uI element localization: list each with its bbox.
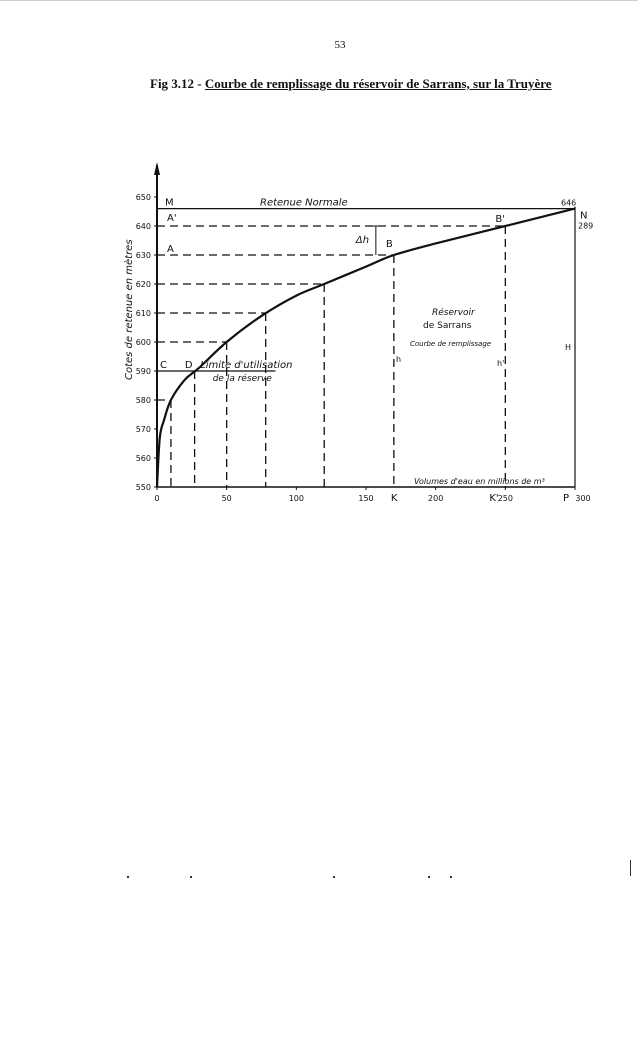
point-label-K: K bbox=[391, 493, 398, 504]
filling-curve-series bbox=[155, 207, 576, 488]
scan-mark bbox=[333, 876, 335, 878]
curve-data-point bbox=[574, 208, 576, 210]
point-label-K-prime: K' bbox=[489, 493, 498, 504]
y-tick-label: 560 bbox=[136, 454, 151, 463]
tick-labels: 550 560 570 580 590 600 610 620 630 640 650 0 50 100 1… bbox=[136, 193, 591, 503]
x-axis-title: Volumes d'eau en millions de m³ bbox=[414, 477, 545, 486]
filling-curve-line bbox=[155, 207, 576, 488]
x-tick-label: 300 bbox=[575, 494, 590, 503]
y-tick-label: 650 bbox=[136, 193, 151, 202]
curve-data-point bbox=[198, 367, 200, 369]
point-label-h: h bbox=[396, 355, 401, 364]
x-tick-label: 100 bbox=[289, 494, 304, 503]
x-tick-label: 0 bbox=[154, 494, 159, 503]
point-label-B-prime: B' bbox=[495, 214, 505, 225]
x-tick-label: 50 bbox=[222, 494, 232, 503]
page-number: 53 bbox=[334, 39, 346, 51]
curve-data-point bbox=[435, 242, 437, 244]
curve-data-point bbox=[504, 225, 506, 227]
retenue-normale-label: Retenue Normale bbox=[260, 198, 348, 209]
curve-data-point bbox=[323, 283, 325, 285]
point-label-P: P bbox=[563, 493, 569, 504]
y-tick-label: 620 bbox=[136, 280, 151, 289]
point-label-D: D bbox=[185, 360, 193, 371]
scan-mark bbox=[127, 876, 129, 878]
curve-label-line1: Réservoir bbox=[432, 307, 476, 318]
y-tick-label: 570 bbox=[136, 425, 151, 434]
volume-289-label: 289 bbox=[578, 222, 593, 231]
figure-title-prefix: Fig 3.12 - bbox=[150, 76, 205, 91]
point-label-M: M bbox=[165, 198, 174, 209]
y-axis-title: Cotes de retenue en mètres bbox=[123, 239, 135, 380]
point-label-C: C bbox=[160, 360, 167, 371]
curve-data-point bbox=[365, 266, 367, 268]
curve-label-line3: Courbe de remplissage bbox=[410, 340, 491, 348]
scan-mark bbox=[428, 876, 430, 878]
y-axis-arrow bbox=[154, 162, 160, 175]
point-label-h-prime: h' bbox=[497, 359, 504, 368]
level-646-label: 646 bbox=[561, 199, 576, 208]
y-tick-label: 590 bbox=[136, 367, 151, 376]
chart-axes bbox=[154, 162, 576, 490]
point-label-A-prime: A' bbox=[167, 213, 177, 224]
curve-data-point bbox=[393, 254, 395, 256]
curve-data-point bbox=[170, 399, 172, 401]
curve-data-point bbox=[295, 295, 297, 297]
dashed-guides bbox=[157, 225, 506, 487]
y-tick-label: 640 bbox=[136, 222, 151, 231]
x-tick-label: 200 bbox=[428, 494, 443, 503]
point-label-A: A bbox=[167, 244, 174, 255]
curve-data-point bbox=[159, 437, 161, 439]
delta-h-label: Δh bbox=[355, 235, 369, 246]
x-tick-label: 250 bbox=[498, 494, 513, 503]
y-tick-label: 550 bbox=[136, 483, 151, 492]
scan-mark bbox=[190, 876, 192, 878]
y-tick-label: 580 bbox=[136, 396, 151, 405]
y-tick-label: 600 bbox=[136, 338, 151, 347]
curve-data-point bbox=[156, 486, 158, 488]
scan-mark bbox=[630, 860, 631, 876]
scan-mark bbox=[450, 876, 452, 878]
limite-label-line1: Limite d'utilisation bbox=[200, 360, 292, 371]
figure-title-main: Courbe de remplissage du réservoir de Sa… bbox=[204, 76, 552, 91]
point-label-B: B bbox=[386, 239, 393, 250]
limite-label-line2: de la réserve bbox=[213, 373, 272, 384]
x-tick-label: 150 bbox=[358, 494, 373, 503]
curve-data-point bbox=[163, 419, 165, 421]
curve-data-point bbox=[260, 315, 263, 317]
point-label-H: H bbox=[565, 343, 571, 352]
curve-data-point bbox=[226, 341, 228, 343]
point-label-N: N bbox=[580, 211, 587, 222]
y-tick-label: 610 bbox=[136, 309, 151, 318]
curve-data-point bbox=[184, 379, 186, 381]
curve-label-line2: de Sarrans bbox=[423, 321, 472, 331]
page-top-rule bbox=[0, 0, 638, 1]
figure-title: Fig 3.12 - Courbe de remplissage du rése… bbox=[150, 76, 552, 92]
y-tick-label: 630 bbox=[136, 251, 151, 260]
